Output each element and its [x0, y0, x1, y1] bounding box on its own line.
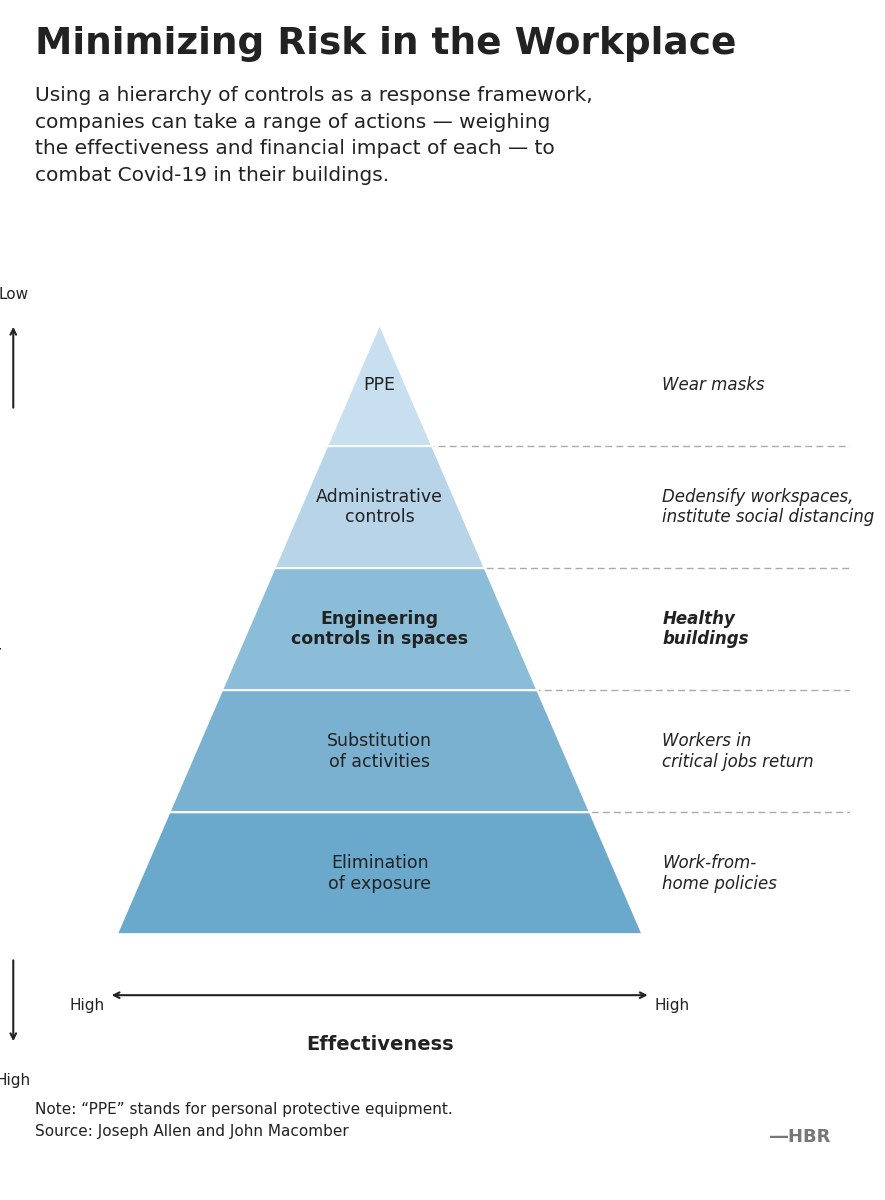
Text: Administrative
controls: Administrative controls [316, 487, 443, 527]
Text: Engineering
controls in spaces: Engineering controls in spaces [291, 610, 468, 648]
Text: Workers in
critical jobs return: Workers in critical jobs return [662, 732, 814, 770]
Text: Substitution
of activities: Substitution of activities [327, 732, 432, 770]
Text: Minimizing Risk in the Workplace: Minimizing Risk in the Workplace [35, 26, 737, 62]
Text: Using a hierarchy of controls as a response framework,
companies can take a rang: Using a hierarchy of controls as a respo… [35, 86, 593, 185]
Text: Note: “PPE” stands for personal protective equipment.
Source: Joseph Allen and J: Note: “PPE” stands for personal protecti… [35, 1102, 453, 1139]
Text: Effectiveness: Effectiveness [306, 1034, 453, 1054]
Text: Dedensify workspaces,
institute social distancing: Dedensify workspaces, institute social d… [662, 487, 874, 527]
Polygon shape [222, 568, 537, 690]
Polygon shape [327, 324, 432, 446]
Text: PPE: PPE [364, 376, 396, 394]
Polygon shape [117, 812, 643, 934]
Polygon shape [274, 446, 485, 568]
Text: Low: Low [0, 287, 28, 302]
Text: Work-from-
home policies: Work-from- home policies [662, 853, 777, 893]
Text: Elimination
of exposure: Elimination of exposure [328, 853, 431, 893]
Text: Healthy
buildings: Healthy buildings [662, 610, 749, 648]
Polygon shape [169, 690, 590, 812]
Text: High: High [0, 1073, 31, 1087]
Text: High: High [70, 998, 105, 1013]
Text: Business impact: Business impact [0, 611, 3, 757]
Text: Wear masks: Wear masks [662, 376, 765, 394]
Text: High: High [655, 998, 689, 1013]
Text: ―HBR: ―HBR [770, 1128, 830, 1146]
